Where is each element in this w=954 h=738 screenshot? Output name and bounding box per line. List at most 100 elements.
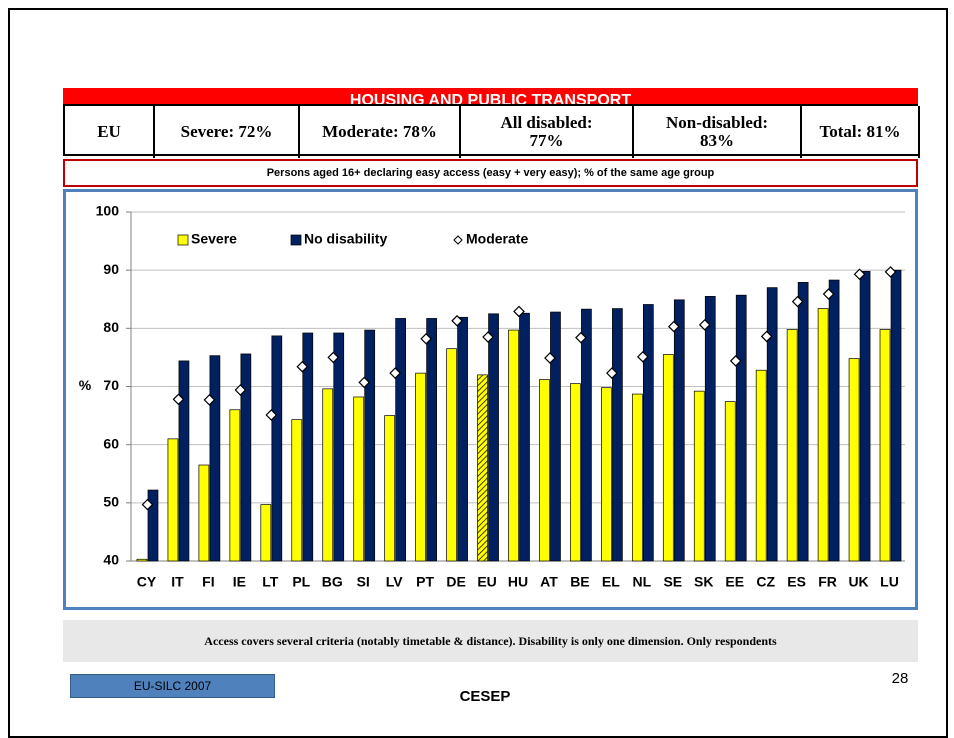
legend-label: No disability bbox=[304, 231, 387, 247]
x-tick-label: FI bbox=[202, 574, 214, 590]
bar bbox=[240, 353, 252, 562]
legend-swatch bbox=[177, 234, 189, 246]
x-tick-label: SK bbox=[694, 574, 713, 590]
bar bbox=[581, 308, 592, 562]
moderate-marker bbox=[822, 288, 835, 300]
moderate-marker bbox=[203, 394, 216, 406]
moderate-marker bbox=[172, 393, 185, 406]
bar bbox=[704, 295, 716, 562]
bar bbox=[395, 318, 407, 562]
moderate-marker bbox=[327, 351, 340, 364]
bar bbox=[755, 369, 767, 562]
summary-table: EU Severe: 72% Moderate: 78% All disable… bbox=[63, 104, 920, 158]
bar bbox=[724, 401, 736, 562]
organization: CESEP bbox=[459, 688, 511, 705]
moderate-marker bbox=[358, 376, 371, 389]
y-tick-label: 40 bbox=[103, 552, 119, 568]
x-tick-label: EU bbox=[477, 574, 496, 590]
source-box: EU-SILC 2007 bbox=[70, 674, 275, 698]
y-tick-label: 70 bbox=[103, 377, 119, 393]
legend-label: Severe bbox=[191, 231, 237, 247]
moderate-marker bbox=[791, 295, 804, 308]
x-tick-label: EE bbox=[725, 574, 744, 590]
table-cell: EU bbox=[65, 106, 155, 158]
moderate-marker bbox=[606, 367, 618, 379]
bar bbox=[797, 282, 809, 562]
bar bbox=[642, 304, 654, 562]
legend-label: Moderate bbox=[466, 231, 528, 247]
bar bbox=[570, 383, 581, 562]
x-tick-label: IE bbox=[233, 574, 246, 590]
x-tick-label: FR bbox=[818, 574, 837, 590]
bar bbox=[384, 415, 396, 562]
bar bbox=[446, 348, 457, 562]
moderate-marker bbox=[296, 360, 309, 373]
y-axis-label: % bbox=[79, 377, 92, 393]
x-tick-label: DE bbox=[446, 574, 465, 590]
moderate-marker bbox=[636, 350, 649, 363]
moderate-marker bbox=[884, 266, 897, 278]
x-tick-label: UK bbox=[848, 574, 868, 590]
bar bbox=[828, 279, 840, 562]
table-cell: Non-disabled: 83% bbox=[634, 106, 802, 158]
bar bbox=[364, 329, 376, 562]
bar bbox=[890, 269, 902, 562]
y-tick-label: 80 bbox=[103, 319, 119, 335]
moderate-marker bbox=[389, 367, 402, 379]
bar bbox=[673, 299, 685, 562]
bar bbox=[209, 355, 221, 562]
moderate-marker bbox=[760, 330, 773, 343]
x-tick-label: BG bbox=[322, 574, 343, 590]
bar bbox=[167, 438, 179, 562]
slide: {"header":{"title":"HOUSING AND PUBLIC T… bbox=[8, 8, 948, 738]
x-tick-label: LU bbox=[880, 574, 899, 590]
y-tick-label: 90 bbox=[103, 261, 119, 277]
bar bbox=[457, 316, 468, 562]
table-cell: Severe: 72% bbox=[155, 106, 300, 158]
subtitle-box: Persons aged 16+ declaring easy access (… bbox=[63, 159, 918, 187]
moderate-marker bbox=[234, 384, 247, 396]
bar bbox=[198, 464, 210, 562]
bar bbox=[136, 558, 148, 562]
bar bbox=[353, 396, 365, 562]
bar bbox=[178, 360, 190, 562]
bar bbox=[786, 329, 798, 562]
bar bbox=[291, 419, 303, 562]
moderate-marker bbox=[513, 305, 525, 318]
x-tick-label: SI bbox=[357, 574, 370, 590]
moderate-marker bbox=[729, 355, 742, 367]
x-tick-label: AT bbox=[540, 574, 558, 590]
moderate-marker bbox=[853, 268, 866, 281]
x-tick-label: LV bbox=[386, 574, 404, 590]
bar bbox=[477, 374, 488, 562]
bar bbox=[601, 387, 612, 562]
legend-swatch bbox=[290, 234, 302, 246]
bar bbox=[693, 390, 705, 562]
page-number: 28 bbox=[891, 670, 909, 687]
moderate-marker bbox=[667, 320, 680, 333]
table-cell: All disabled: 77% bbox=[461, 106, 634, 158]
moderate-marker bbox=[451, 314, 463, 327]
bar bbox=[539, 379, 550, 562]
bar bbox=[302, 332, 314, 562]
x-tick-label: ES bbox=[787, 574, 806, 590]
moderate-marker bbox=[544, 352, 556, 364]
x-tick-label: BE bbox=[570, 574, 589, 590]
y-tick-label: 60 bbox=[103, 435, 119, 451]
bar bbox=[662, 354, 674, 562]
bar bbox=[147, 489, 159, 562]
bar bbox=[817, 308, 829, 562]
moderate-marker bbox=[482, 331, 494, 343]
x-tick-label: CY bbox=[137, 574, 157, 590]
bar bbox=[859, 270, 871, 562]
bar bbox=[426, 318, 437, 562]
note-box: Access covers several criteria (notably … bbox=[63, 620, 918, 662]
legend-marker bbox=[453, 235, 463, 245]
x-tick-label: SE bbox=[663, 574, 682, 590]
x-tick-label: PT bbox=[416, 574, 434, 590]
chart: 40 50 60 70 80 90 100% CY IT FI IE LT PL BG SI LV PT DE EU… bbox=[63, 189, 918, 610]
bar bbox=[519, 312, 530, 562]
x-tick-label: CZ bbox=[756, 574, 775, 590]
bar bbox=[260, 504, 272, 562]
y-tick-label: 50 bbox=[103, 494, 119, 510]
